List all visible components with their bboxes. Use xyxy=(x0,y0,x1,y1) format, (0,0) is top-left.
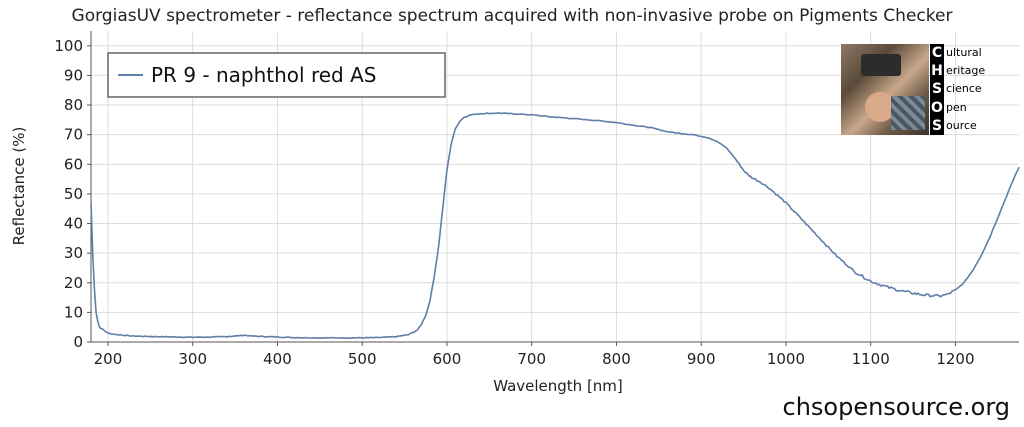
y-tick-label: 40 xyxy=(64,215,83,233)
y-tick-label: 70 xyxy=(64,126,83,144)
x-tick-label: 400 xyxy=(263,350,292,368)
website-watermark: chsopensource.org xyxy=(782,393,1011,421)
legend-label: PR 9 - naphthol red AS xyxy=(151,63,376,87)
x-tick-labels: 200 300 400 500 600 700 800 900 1000 1100 1200 xyxy=(94,342,975,368)
x-tick-label: 500 xyxy=(348,350,377,368)
logo-initials: C H S O S xyxy=(930,44,944,135)
legend-box xyxy=(107,52,446,98)
x-tick-label: 800 xyxy=(602,350,631,368)
y-tick-label: 80 xyxy=(64,96,83,114)
y-tick-labels: 0 10 20 30 40 50 60 70 80 90 100 xyxy=(54,37,91,351)
logo-word: ource xyxy=(946,118,977,132)
y-tick-label: 100 xyxy=(54,37,83,55)
series-line xyxy=(90,112,1020,340)
y-tick-label: 90 xyxy=(64,66,83,84)
y-tick-label: 60 xyxy=(64,155,83,173)
y-tick-label: 20 xyxy=(64,274,83,292)
y-tick-label: 50 xyxy=(64,185,83,203)
logo-word: eritage xyxy=(946,64,986,78)
x-tick-label: 600 xyxy=(433,350,462,368)
x-tick-label: 1000 xyxy=(767,350,805,368)
logo-word: ultural xyxy=(946,46,982,59)
logo-letter: O xyxy=(931,99,943,116)
y-tick-label: 10 xyxy=(64,303,83,321)
x-tick-label: 1100 xyxy=(852,350,890,368)
logo-letter: S xyxy=(931,117,943,134)
logo-photo xyxy=(841,44,929,135)
y-tick-label: 0 xyxy=(73,333,83,351)
axes xyxy=(90,31,1019,343)
x-tick-label: 200 xyxy=(94,350,123,368)
legend: PR 9 - naphthol red AS xyxy=(107,52,446,98)
x-tick-label: 900 xyxy=(687,350,716,368)
x-tick-label: 300 xyxy=(178,350,207,368)
y-tick-label: 30 xyxy=(64,244,83,262)
x-tick-label: 700 xyxy=(517,350,546,368)
y-axis-label: Reflectance (%) xyxy=(10,127,28,246)
x-tick-label: 1200 xyxy=(936,350,974,368)
logo-letter: H xyxy=(931,63,943,80)
logo-words: ultural eritage cience pen ource xyxy=(946,44,985,135)
x-axis-label: Wavelength [nm] xyxy=(493,377,623,395)
series-lines xyxy=(90,112,1020,340)
chart-title: GorgiasUV spectrometer - reflectance spe… xyxy=(71,6,953,26)
logo-word: pen xyxy=(946,100,967,114)
logo-letter: S xyxy=(931,81,943,98)
chsos-logo: C H S O S ultural eritage cience pen our… xyxy=(841,44,993,135)
logo-word: cience xyxy=(946,82,982,96)
logo-letter: C xyxy=(931,45,943,61)
